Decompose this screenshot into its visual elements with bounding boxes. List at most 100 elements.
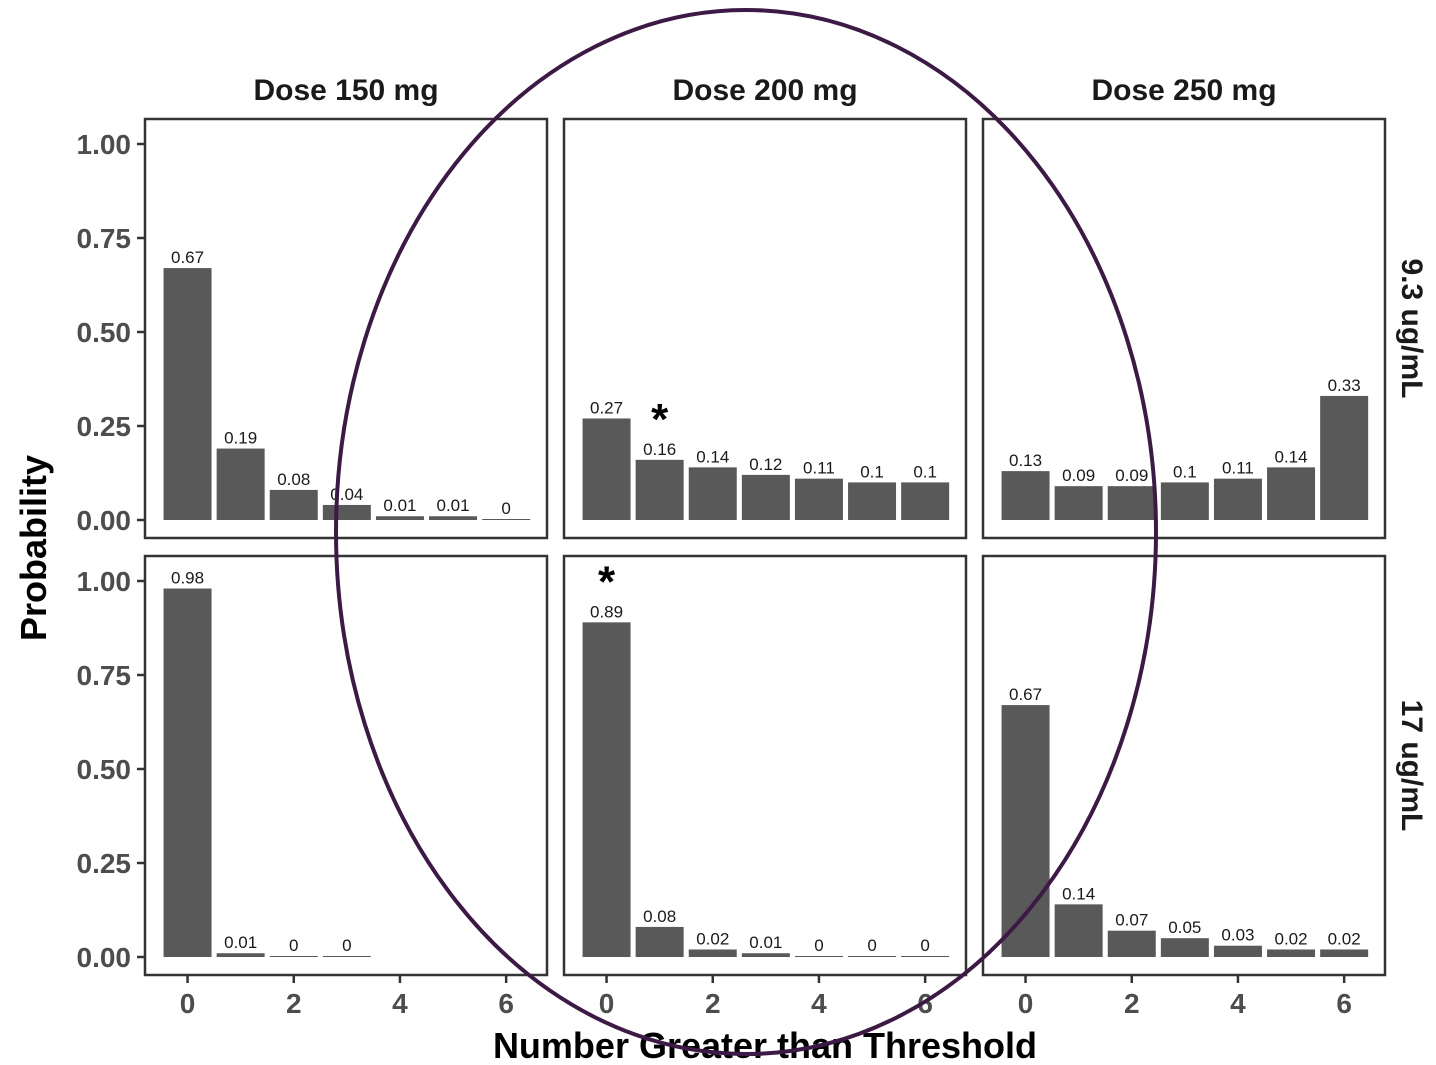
x-tick-label: 4 [392,988,408,1019]
facet-col-title-3: Dose 250 mg [1091,74,1276,107]
bar-value-label: 0.07 [1115,911,1148,930]
bar-value-label: 0 [814,936,823,955]
bar-value-label: 0.16 [643,440,676,459]
bar-value-label: 0.67 [1009,685,1042,704]
bar [1213,945,1262,957]
bar [322,504,371,520]
bar-value-label: 0.98 [171,569,204,588]
bar [429,516,478,520]
y-tick-label: 0.75 [77,223,132,254]
bar [482,519,531,520]
y-tick-label: 0.50 [77,754,132,785]
bar-value-label: 0.02 [696,929,729,948]
bar [688,949,737,957]
bar [269,956,318,957]
bar-value-label: 0.11 [803,459,835,478]
bar [741,953,790,957]
x-tick-label: 6 [498,988,514,1019]
bar [1267,949,1316,957]
x-tick-label: 0 [180,988,196,1019]
facet-row-title-2: 17 ug/mL [1395,700,1428,832]
panel-border [562,554,968,977]
bar [901,956,950,957]
bar-value-label: 0.09 [1115,466,1148,485]
panel-r1-c1: 0.670.190.080.040.01 0.01 0 [143,117,549,540]
axes-layer: 0.00 0.25 0.50 0.75 1.00 0.00 0.25 0.50 0.75 1.00… [77,129,1352,1019]
bar [794,956,843,957]
bar [216,953,265,957]
bar-value-label: 0.01 [437,496,470,515]
bar [1320,395,1369,520]
bar-value-label: 0.01 [383,496,416,515]
x-tick-label: 0 [599,988,615,1019]
x-tick-label: 2 [705,988,721,1019]
y-axis-title: Probability [13,455,54,641]
bar-value-label: 0 [920,936,929,955]
bar-value-label: 0.11 [1222,459,1254,478]
facet-col-title-2: Dose 200 mg [672,74,857,107]
bar [848,482,897,520]
bar [1107,486,1156,520]
bar-value-label: 0.09 [1062,466,1095,485]
panels-layer: Dose 150 mg Dose 200 mg Dose 250 mg 9.3 ug/… [143,74,1428,977]
bar [1267,467,1316,520]
bar-value-label: 0.01 [224,933,257,952]
x-axis-title: Number Greater than Threshold [493,1025,1037,1065]
bar [1320,949,1369,957]
y-tick-label: 0.75 [77,660,132,691]
bar-value-label: 0.14 [696,447,729,466]
y-tick-label: 0.25 [77,848,132,879]
asterisk-annotation: * [598,557,616,606]
bar-value-label: 0.05 [1168,918,1201,937]
x-tick-label: 4 [1230,988,1246,1019]
y-tick-label: 1.00 [77,129,132,160]
bar [582,622,631,957]
highlight-ellipse [334,8,1158,1056]
bar [635,926,684,957]
x-tick-label: 2 [286,988,302,1019]
y-tick-label: 0.00 [77,505,132,536]
bar-value-label: 0.08 [277,470,310,489]
bar [582,418,631,520]
bar [322,956,371,957]
facet-row-title-1: 9.3 ug/mL [1395,258,1428,398]
bar [1001,705,1050,957]
bar [163,588,212,957]
bar-value-label: 0.27 [590,398,623,417]
bar-value-label: 0 [501,499,510,518]
y-tick-label: 0.50 [77,317,132,348]
bar-value-label: 0.89 [590,602,623,621]
panel-r1-c2: 0.27 0.16* 0.14 0.12 0.11 0.1 0.1 [562,117,968,540]
bar [216,448,265,520]
panel-r2-c2: 0.89* 0.08 0.02 0.01 0 0 0 [562,554,968,977]
bar-value-label: 0.19 [224,429,257,448]
x-tick-label: 4 [811,988,827,1019]
y-tick-label: 1.00 [77,566,132,597]
bar [848,956,897,957]
bar-value-label: 0.33 [1328,376,1361,395]
asterisk-annotation: * [651,395,669,444]
bar [1054,904,1103,957]
bar-value-label: 0 [867,936,876,955]
bar [163,268,212,520]
bar-value-label: 0.1 [1173,462,1197,481]
panel-border [143,117,549,540]
x-tick-label: 6 [1336,988,1352,1019]
bar-value-label: 0.1 [860,462,884,481]
bar-value-label: 0 [289,936,298,955]
bar [1160,482,1209,520]
bar [269,489,318,520]
bar-value-label: 0.02 [1328,929,1361,948]
bar [901,482,950,520]
facet-col-title-1: Dose 150 mg [253,74,438,107]
panel-r2-c3: 0.67 0.14 0.07 0.05 0.03 0.02 0.02 [981,554,1387,977]
panel-border [981,554,1387,977]
panel-r2-c1: 0.98 0.01 0 0 [143,554,549,977]
bar-value-label: 0.12 [749,455,782,474]
panel-border [143,554,549,977]
bar-value-label: 0.02 [1275,929,1308,948]
bar-value-label: 0.08 [643,907,676,926]
x-tick-label: 2 [1124,988,1140,1019]
bar [1001,471,1050,520]
